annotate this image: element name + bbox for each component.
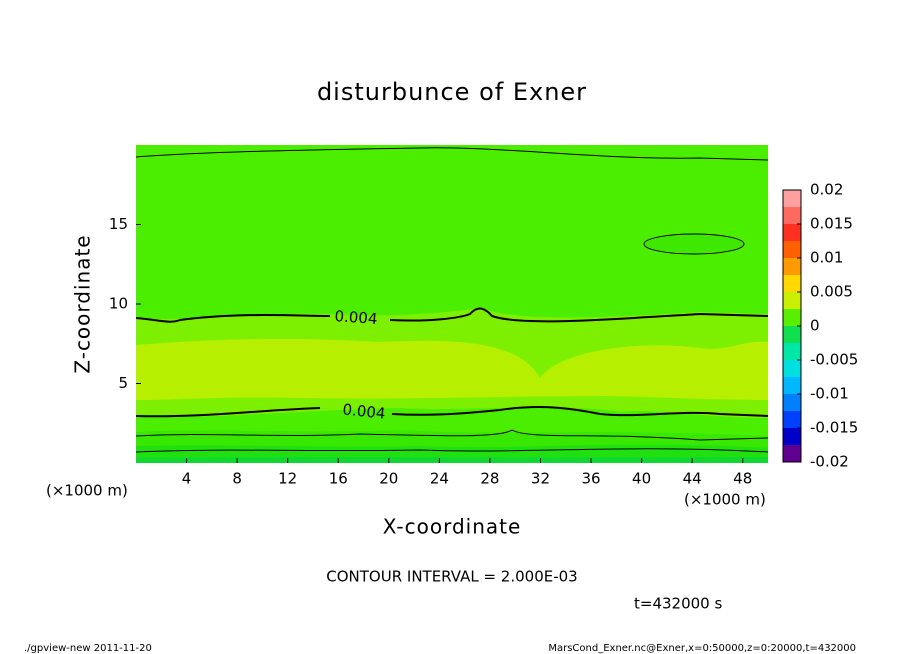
contour-label: 0.004	[342, 400, 387, 422]
y-axis-label: Z-coordinate	[71, 234, 95, 373]
colorbar-tick-label: -0.01	[810, 385, 849, 403]
colorbar-bin	[783, 343, 801, 361]
chart-title: disturbunce of Exner	[317, 78, 587, 106]
x-tick-label: 20	[379, 470, 398, 488]
contour-field	[135, 145, 769, 463]
colorbar-tick-label: 0.005	[810, 283, 853, 301]
x-tick-label: 36	[581, 470, 600, 488]
colorbar-tick-label: -0.02	[810, 453, 849, 471]
x-tick-label: 16	[329, 470, 348, 488]
colorbar-tick-label: -0.005	[810, 351, 858, 369]
contour-label: 0.004	[334, 307, 378, 328]
colorbar-bin	[783, 207, 801, 225]
colorbar-bin	[783, 258, 801, 276]
footer-right: MarsCond_Exner.nc@Exner,x=0:50000,z=0:20…	[548, 643, 856, 654]
x-tick-label: 4	[182, 470, 192, 488]
colorbar-tick-label: 0.015	[810, 215, 853, 233]
y-tick-label: 15	[109, 215, 128, 233]
colorbar-bin	[783, 377, 801, 395]
x-tick-label: 32	[531, 470, 550, 488]
colorbar-bin	[783, 411, 801, 429]
x-tick-label: 28	[480, 470, 499, 488]
colorbar-bin	[783, 326, 801, 344]
x-tick-label: 44	[683, 470, 702, 488]
colorbar-tick-label: 0.01	[810, 249, 843, 267]
x-tick-label: 24	[430, 470, 449, 488]
colorbar-bin	[783, 275, 801, 293]
x-unit-right: (×1000 m)	[684, 491, 766, 509]
y-tick-label: 5	[118, 374, 128, 392]
colorbar-bin	[783, 292, 801, 310]
colorbar-bin	[783, 394, 801, 412]
contour-interval: CONTOUR INTERVAL = 2.000E-03	[326, 568, 577, 586]
x-tick-label: 40	[632, 470, 651, 488]
colorbar-bin	[783, 309, 801, 327]
x-tick-label: 8	[232, 470, 242, 488]
x-axis-label: X-coordinate	[383, 515, 522, 539]
colorbar-bin	[783, 428, 801, 446]
x-tick-label: 48	[733, 470, 752, 488]
colorbar-bin	[783, 190, 801, 208]
time-label: t=432000 s	[634, 595, 722, 613]
colorbar-tick-label: 0	[810, 317, 820, 335]
colorbar-bin	[783, 224, 801, 242]
footer-left: ./gpview-new 2011-11-20	[24, 643, 152, 654]
x-unit-left: (×1000 m)	[46, 482, 128, 500]
colorbar-tick-label: 0.02	[810, 181, 843, 199]
y-tick-label: 10	[109, 295, 128, 313]
colorbar-bin	[783, 360, 801, 378]
colorbar-bin	[783, 241, 801, 259]
colorbar-bin	[783, 445, 801, 463]
x-tick-label: 12	[278, 470, 297, 488]
colorbar-tick-label: -0.015	[810, 419, 858, 437]
